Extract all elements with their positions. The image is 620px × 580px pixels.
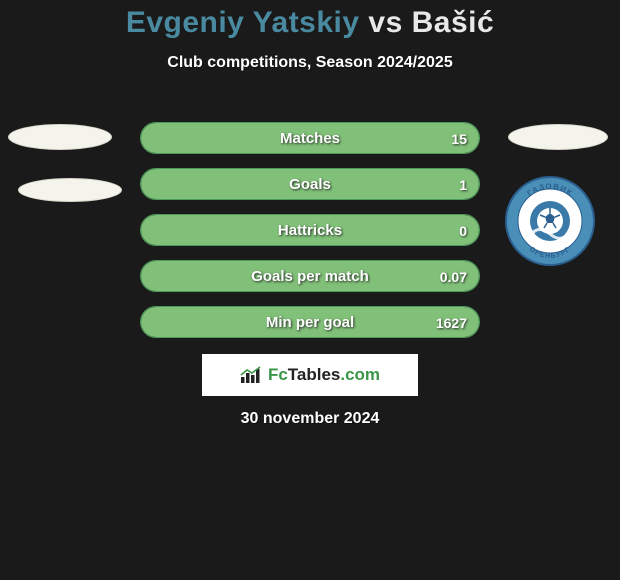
player1-badge-placeholder-top [8, 124, 112, 150]
player1-badge-placeholder-bottom [18, 178, 122, 202]
stat-value-right: 1627 [436, 307, 467, 338]
stat-label: Hattricks [141, 215, 479, 246]
player2-badge-placeholder-top [508, 124, 608, 150]
stat-value-right: 1 [459, 169, 467, 200]
stats-list: Matches15 Goals1 Hattricks0 Goals per match… [140, 122, 480, 352]
stat-label: Goals per match [141, 261, 479, 292]
stat-value-right: 15 [451, 123, 467, 154]
stat-row: Min per goal1627 [140, 306, 480, 338]
player2-club-badge: ГАЗОВИК ОРЕНБУРГ [500, 176, 600, 266]
stat-row: Matches15 [140, 122, 480, 154]
subtitle: Club competitions, Season 2024/2025 [0, 54, 620, 72]
stat-row: Goals per match0.07 [140, 260, 480, 292]
player2-name: Bašić [412, 6, 495, 39]
stat-row: Hattricks0 [140, 214, 480, 246]
chart-icon [240, 366, 262, 384]
stat-label: Goals [141, 169, 479, 200]
footer-date: 30 november 2024 [0, 410, 620, 428]
stat-row: Goals1 [140, 168, 480, 200]
fctables-brand: FcTables.com [202, 354, 418, 396]
comparison-card: Evgeniy Yatskiy vs Bašić Club competitio… [0, 0, 620, 580]
stat-label: Min per goal [141, 307, 479, 338]
page-title: Evgeniy Yatskiy vs Bašić [0, 0, 620, 40]
stat-value-right: 0.07 [440, 261, 467, 292]
player1-name: Evgeniy Yatskiy [126, 6, 360, 39]
stat-value-right: 0 [459, 215, 467, 246]
stat-label: Matches [141, 123, 479, 154]
brand-text: FcTables.com [268, 365, 380, 385]
vs-separator: vs [360, 6, 412, 39]
